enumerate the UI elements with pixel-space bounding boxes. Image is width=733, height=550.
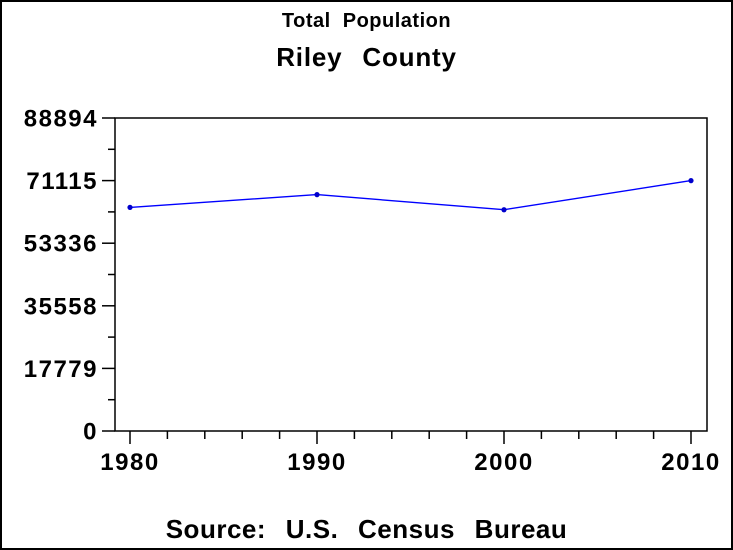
y-axis-tick-label: 53336 [24, 231, 98, 258]
data-point-marker [501, 207, 507, 213]
y-axis-tick-label: 0 [83, 419, 98, 446]
x-axis-tick-label: 1990 [287, 449, 346, 476]
y-axis-tick-label: 88894 [24, 106, 98, 133]
chart-subtitle: Riley County [276, 42, 457, 72]
x-axis-tick-label: 2000 [474, 449, 533, 476]
y-axis-tick-label: 71115 [26, 168, 98, 195]
y-axis-tick-label: 35558 [24, 293, 98, 320]
plot-frame [114, 117, 708, 432]
data-point-marker [314, 192, 320, 198]
x-axis-tick-label: 2010 [661, 449, 720, 476]
chart-footnote: Source: U.S. Census Bureau [165, 514, 568, 544]
series-line [129, 179, 692, 211]
y-axis-tick-label: 17779 [24, 356, 98, 383]
data-point-marker [688, 178, 694, 184]
data-point-marker [127, 204, 133, 210]
x-axis-tick-label: 1980 [100, 449, 159, 476]
chart-title: Total Population [281, 10, 452, 32]
